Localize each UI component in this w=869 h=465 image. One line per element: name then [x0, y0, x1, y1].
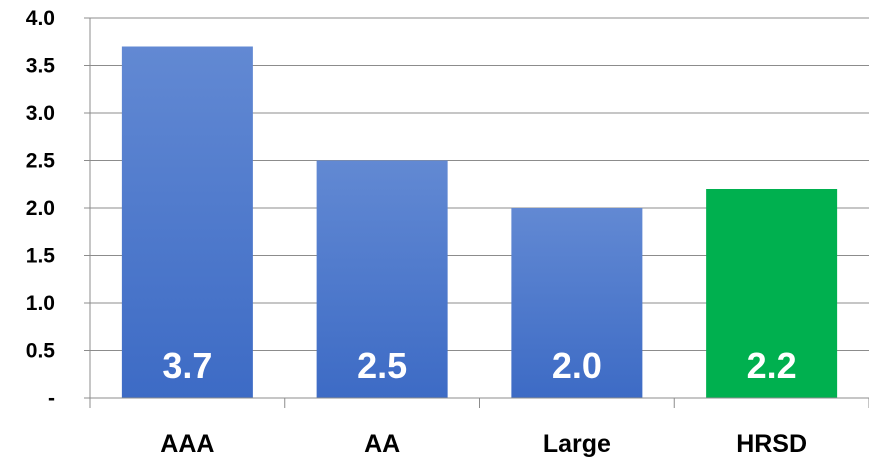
bar-large — [511, 208, 643, 398]
x-tick-label: AA — [364, 430, 400, 458]
x-axis: AAA AA Large HRSD — [89, 397, 869, 458]
y-tick-label: 0.5 — [26, 340, 56, 363]
data-labels: 3.7 2.5 2.0 2.2 — [162, 345, 796, 386]
bar-aa — [316, 160, 448, 398]
x-tick-label: AAA — [160, 430, 214, 458]
data-label: 2.0 — [552, 345, 602, 386]
bar-hrsd — [706, 189, 838, 398]
y-tick-label: 2.0 — [26, 197, 55, 220]
y-tick-label: 2.5 — [26, 150, 56, 173]
data-label: 2.5 — [357, 345, 407, 386]
y-tick-label: 3.5 — [26, 55, 56, 78]
y-tick-label: - — [48, 387, 55, 410]
y-tick-label: 3.0 — [26, 102, 55, 125]
bar-aaa — [121, 46, 253, 398]
data-label: 2.2 — [747, 345, 797, 386]
bars — [121, 46, 838, 398]
x-tick-label: HRSD — [736, 430, 807, 458]
x-tick-label: Large — [543, 430, 611, 458]
y-tick-label: 4.0 — [26, 7, 55, 30]
y-axis: - 0.5 1.0 1.5 2.0 2.5 3.0 3.5 4.0 — [26, 7, 91, 410]
y-tick-label: 1.0 — [26, 292, 55, 315]
data-label: 3.7 — [162, 345, 212, 386]
y-tick-label: 1.5 — [26, 245, 56, 268]
